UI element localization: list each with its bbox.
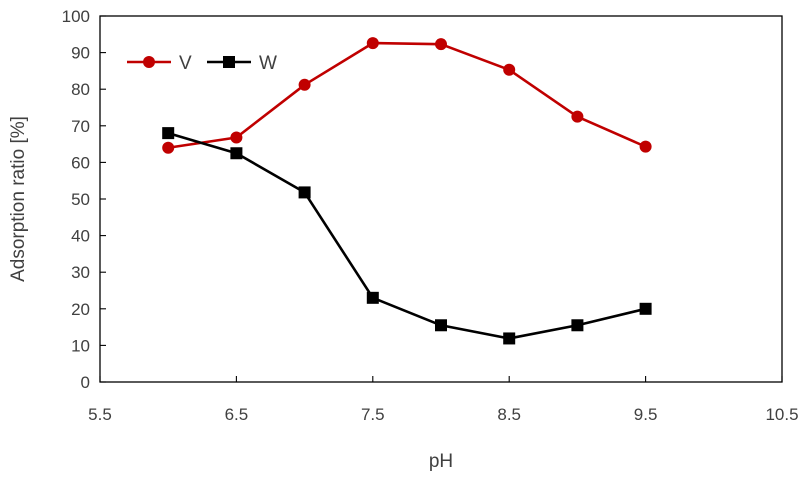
data-point-V: [230, 131, 243, 144]
data-point-W: [639, 302, 652, 315]
data-point-W: [503, 332, 516, 345]
x-axis-title: pH: [429, 451, 453, 472]
y-tick-label: 30: [71, 263, 90, 282]
y-tick-label: 20: [71, 300, 90, 319]
series-line-V: [168, 41, 647, 150]
y-tick-label: 50: [71, 190, 90, 209]
data-point-V: [639, 140, 652, 153]
data-point-V: [298, 78, 311, 91]
data-point-V: [571, 110, 584, 123]
x-tick-label: 10.5: [765, 405, 798, 424]
y-tick-label: 40: [71, 227, 90, 246]
legend-marker-W: [223, 56, 235, 68]
data-point-V: [162, 141, 175, 154]
x-tick-label: 8.5: [497, 405, 521, 424]
y-tick-label: 80: [71, 80, 90, 99]
x-tick-label: 6.5: [225, 405, 249, 424]
data-point-V: [435, 38, 447, 51]
y-tick-label: 0: [81, 373, 90, 392]
data-point-W: [571, 319, 584, 332]
y-tick-label: 100: [62, 7, 90, 26]
y-tick-label: 90: [71, 44, 90, 63]
legend-marker-V: [143, 56, 155, 68]
y-axis-title: Adsorption ratio [%]: [8, 116, 29, 282]
data-point-W: [230, 147, 243, 160]
x-tick-label: 9.5: [634, 405, 658, 424]
data-point-W: [298, 186, 311, 199]
x-tick-label: 5.5: [88, 405, 112, 424]
data-point-W: [162, 127, 175, 140]
data-point-W: [435, 319, 447, 332]
data-point-V: [366, 37, 379, 50]
legend-label-W: W: [259, 53, 277, 74]
y-tick-label: 10: [71, 336, 90, 355]
y-tick-label: 60: [71, 153, 90, 172]
legend-label-V: V: [179, 53, 192, 74]
data-point-V: [503, 63, 516, 76]
y-tick-label: 70: [71, 117, 90, 136]
data-point-W: [366, 291, 379, 304]
x-tick-label: 7.5: [361, 405, 385, 424]
series-line-W: [167, 131, 646, 340]
